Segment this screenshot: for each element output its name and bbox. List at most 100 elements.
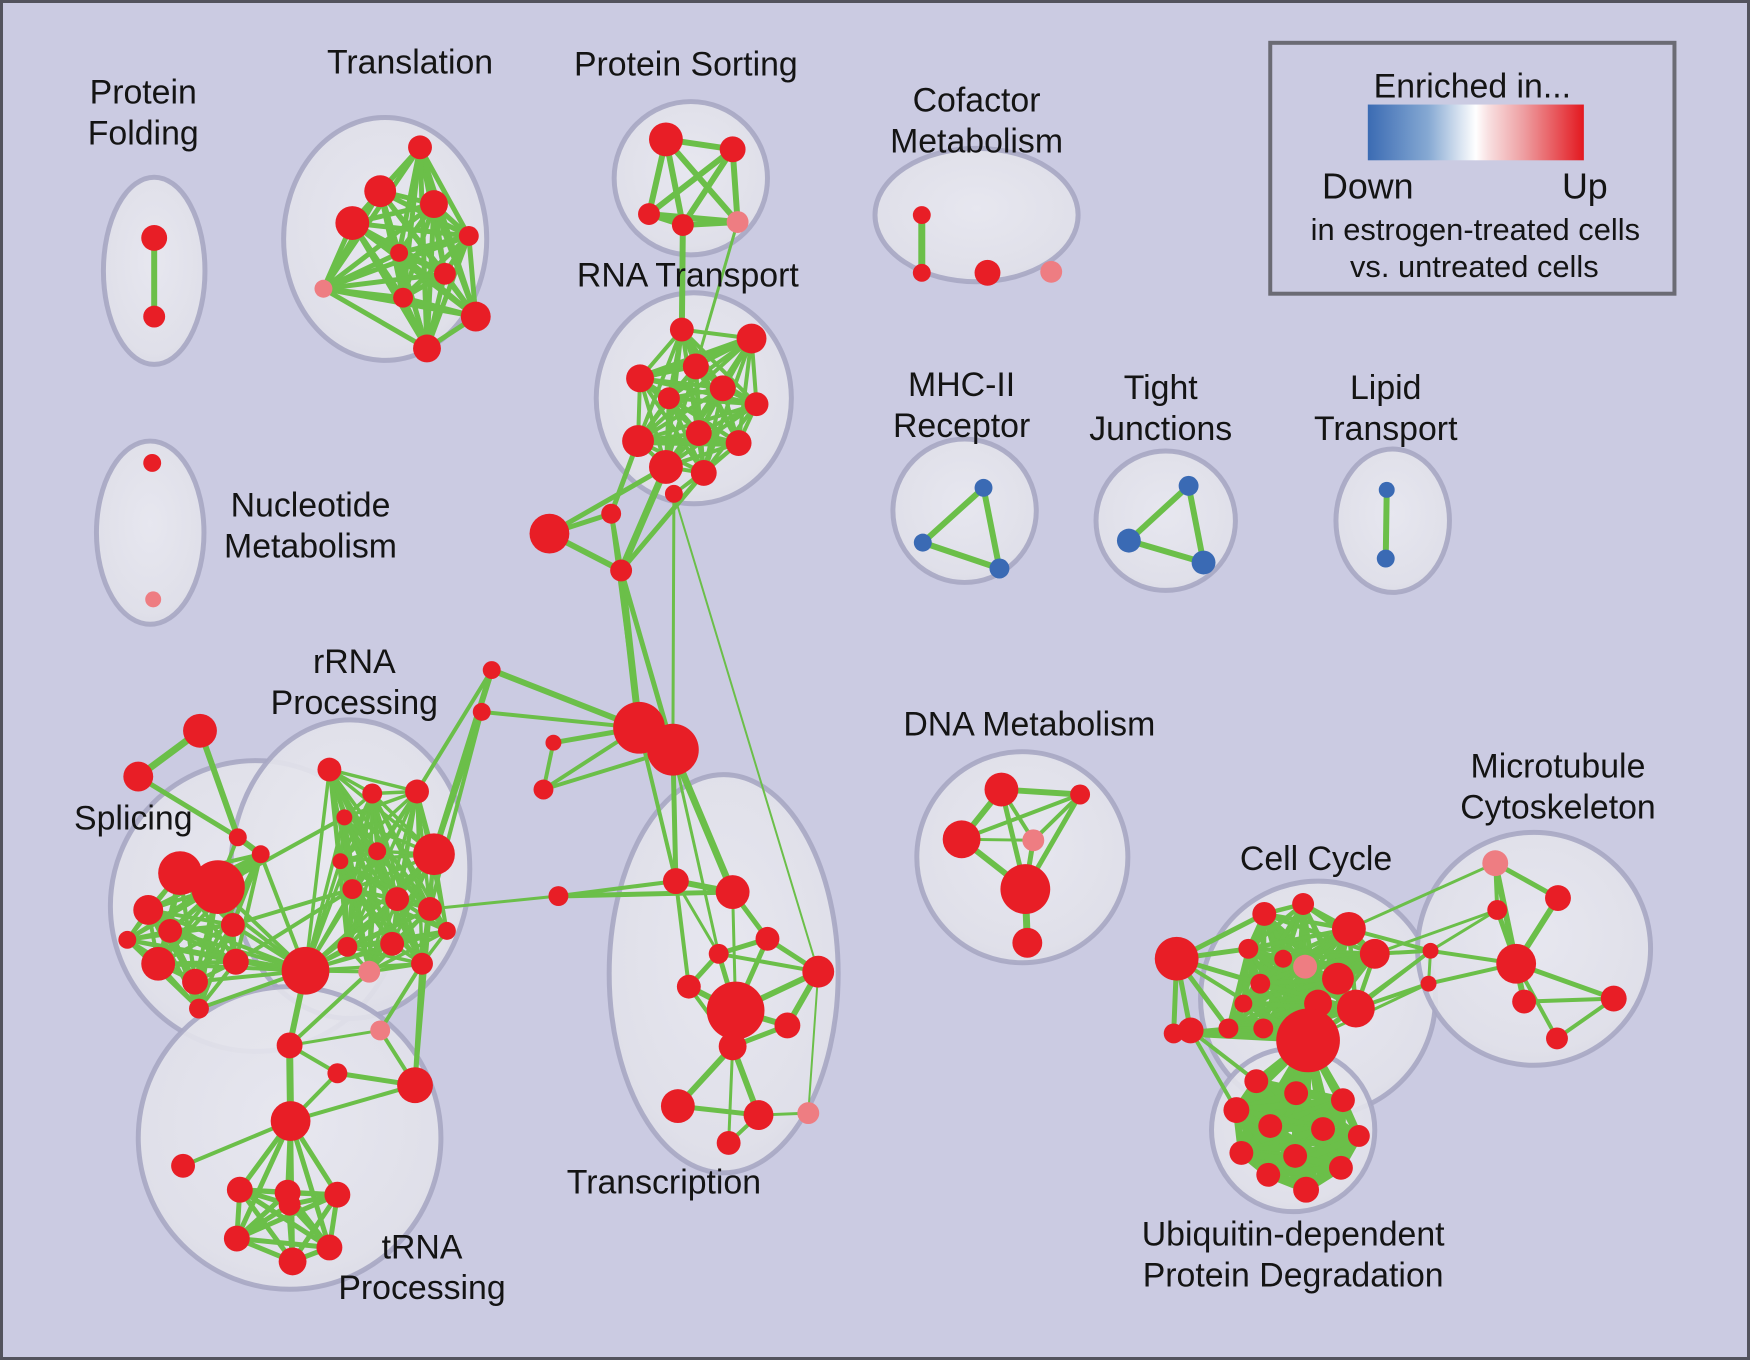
node-ce8 — [1293, 954, 1318, 979]
edge — [1246, 901, 1306, 952]
edge — [1522, 996, 1616, 1004]
cluster-label-cell-cycle: Cell Cycle — [1240, 840, 1392, 878]
cluster-label-trna-processing: tRNA — [382, 1228, 463, 1266]
cluster-label-dna-metabolism: DNA Metabolism — [903, 706, 1155, 744]
edge — [1188, 1028, 1259, 1084]
node-ce13 — [1336, 989, 1375, 1028]
node-tg0 — [183, 713, 217, 748]
node-rr2 — [405, 779, 429, 804]
edge — [378, 961, 424, 1033]
edge — [1246, 926, 1352, 952]
node-rr4 — [368, 842, 387, 861]
cluster-label-translation: Translation — [327, 44, 493, 82]
cluster-label-nucleotide-metabolism: Metabolism — [224, 528, 397, 566]
legend-up-label: Up — [1562, 167, 1608, 207]
node-ce18 — [1276, 1008, 1340, 1073]
node-hb1 — [647, 723, 699, 776]
node-pf1 — [143, 305, 166, 328]
edge — [673, 879, 691, 989]
node-tn6 — [278, 1193, 301, 1216]
edge — [1226, 946, 1251, 1031]
node-rr10 — [281, 946, 330, 995]
edge — [233, 852, 263, 964]
node-ce17 — [1163, 1023, 1184, 1044]
node-cf3 — [1040, 260, 1063, 283]
node-rr5 — [332, 853, 349, 870]
cluster-label-tight-junctions: Junctions — [1089, 410, 1232, 448]
node-tx3 — [755, 926, 780, 951]
node-ce6 — [1238, 938, 1259, 959]
cluster-label-lipid-transport: Transport — [1314, 410, 1458, 448]
edge — [234, 1118, 294, 1242]
node-md3 — [370, 1020, 391, 1041]
node-ps4 — [726, 211, 749, 233]
node-mh1 — [913, 533, 932, 552]
node-sp10 — [251, 845, 270, 864]
edge — [320, 286, 430, 351]
node-lt0 — [1378, 481, 1395, 498]
node-ub0 — [1244, 1069, 1269, 1094]
cluster-label-microtubule-cytoskeleton: Cytoskeleton — [1460, 788, 1656, 826]
node-ce5 — [1359, 938, 1390, 969]
cluster-label-lipid-transport: Lipid — [1350, 369, 1421, 407]
cluster-label-mhc-ii-receptor: Receptor — [893, 407, 1030, 445]
node-tr0 — [408, 135, 432, 160]
edge — [617, 463, 670, 574]
node-ml0 — [545, 734, 562, 751]
node-ce3 — [1292, 893, 1315, 915]
node-nm1 — [145, 591, 162, 608]
node-ub6 — [1347, 1125, 1370, 1147]
edge — [345, 907, 432, 949]
node-rt8 — [622, 425, 654, 457]
cluster-bubble-tight-junctions — [1093, 448, 1238, 593]
node-tx6 — [676, 974, 701, 999]
edge — [1382, 486, 1390, 562]
node-rt10 — [649, 450, 683, 484]
cluster-label-ubiquitin-degradation: Ubiquitin-dependent — [1142, 1215, 1445, 1253]
node-tx0 — [662, 868, 689, 895]
cluster-label-splicing: Splicing — [74, 799, 192, 837]
node-rr12 — [380, 931, 405, 956]
edge — [367, 929, 449, 974]
cluster-label-ubiquitin-degradation: Protein Degradation — [1143, 1256, 1444, 1294]
node-mt1 — [1545, 885, 1571, 911]
node-mt4 — [1420, 975, 1437, 992]
edge — [288, 1028, 382, 1047]
node-tr10 — [413, 334, 441, 363]
node-rr1 — [362, 783, 383, 804]
edge — [679, 146, 736, 229]
node-ub7 — [1229, 1140, 1254, 1165]
cluster-label-cofactor-metabolism: Cofactor — [913, 81, 1041, 119]
edge — [488, 667, 643, 731]
node-rr11 — [337, 936, 358, 957]
node-ml1 — [533, 779, 554, 800]
edge — [671, 492, 676, 752]
edge — [417, 144, 472, 239]
node-mt5 — [1496, 943, 1537, 984]
cluster-bubble-lipid-transport — [1333, 446, 1452, 595]
node-tr1 — [364, 175, 397, 208]
edge — [234, 1192, 340, 1242]
node-ps3 — [671, 214, 694, 236]
cluster-bubble-microtubule-cytoskeleton — [1415, 829, 1654, 1068]
edge — [1125, 537, 1207, 566]
node-ce7 — [1274, 949, 1293, 968]
node-cn3 — [610, 559, 633, 582]
edge — [1188, 1028, 1239, 1113]
node-rc0 — [482, 661, 501, 680]
node-dn3 — [1022, 829, 1045, 852]
node-tr7 — [314, 279, 333, 298]
cluster-label-nucleotide-metabolism: Nucleotide — [231, 487, 391, 525]
edge — [396, 250, 479, 320]
edge — [320, 201, 437, 292]
edge — [672, 492, 820, 973]
node-rr14 — [411, 952, 433, 975]
cluster-label-protein-folding: Protein — [90, 74, 197, 112]
node-md2 — [397, 1067, 433, 1104]
node-tx2 — [548, 886, 569, 906]
node-sp2 — [133, 895, 164, 925]
node-rr13 — [358, 960, 381, 983]
cluster-bubble-nucleotide-metabolism — [93, 438, 207, 627]
